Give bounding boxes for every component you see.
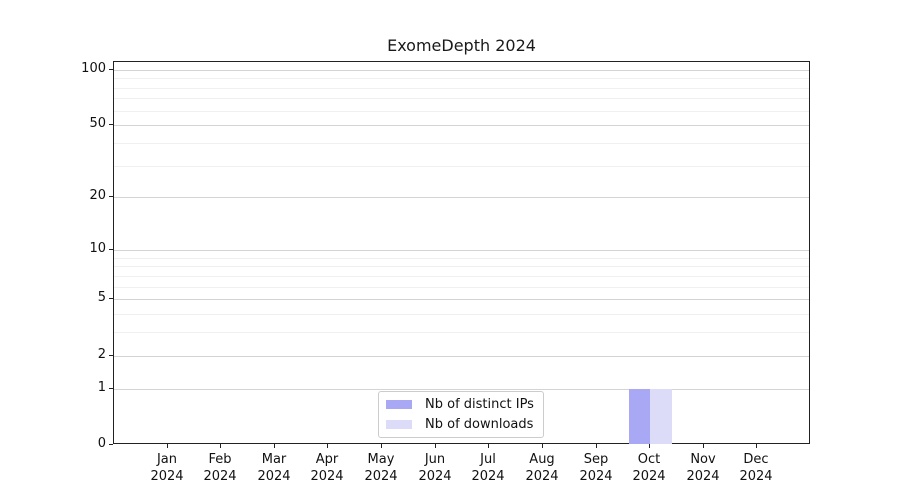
x-tick-mark [596,444,597,448]
y-tick-mark [109,444,113,445]
x-tick-mark [435,444,436,448]
gridline-major [114,125,809,126]
x-tick-mark [488,444,489,448]
x-tick-mark [649,444,650,448]
gridline-minor [114,88,809,89]
gridline-minor [114,166,809,167]
legend-item-distinct-ips: Nb of distinct IPs [386,397,534,412]
y-tick-label: 10 [89,241,106,256]
chart-title: ExomeDepth 2024 [387,36,536,55]
gridline-major [114,389,809,390]
y-tick-label: 20 [89,188,106,203]
y-tick-mark [109,388,113,389]
gridline-major [114,197,809,198]
y-tick-label: 1 [97,380,106,395]
gridline-major [114,250,809,251]
gridline-minor [114,258,809,259]
x-tick-mark [274,444,275,448]
x-tick-label: Mar 2024 [257,452,291,484]
x-tick-mark [703,444,704,448]
x-tick-label: May 2024 [364,452,398,484]
x-tick-label: Jun 2024 [418,452,452,484]
gridline-minor [114,111,809,112]
y-tick-mark [109,249,113,250]
x-tick-label: Jan 2024 [150,452,184,484]
y-tick-mark [109,124,113,125]
legend-label-downloads: Nb of downloads [425,417,534,432]
x-tick-mark [167,444,168,448]
bar-distinct-ips [628,388,651,444]
y-tick-label: 2 [97,347,106,362]
x-tick-mark [327,444,328,448]
x-tick-label: Aug 2024 [525,452,559,484]
legend-item-downloads: Nb of downloads [386,417,534,432]
x-tick-label: Feb 2024 [203,452,237,484]
y-tick-label: 100 [81,61,106,76]
x-tick-mark [542,444,543,448]
x-tick-mark [381,444,382,448]
gridline-major [114,299,809,300]
x-tick-label: Nov 2024 [686,452,720,484]
legend-label-distinct-ips: Nb of distinct IPs [425,397,534,412]
y-tick-label: 50 [89,116,106,131]
gridline-minor [114,314,809,315]
x-tick-label: Oct 2024 [632,452,666,484]
y-tick-mark [109,355,113,356]
gridline-major [114,70,809,71]
bar-downloads [650,388,672,444]
x-tick-label: Jul 2024 [471,452,505,484]
y-tick-label: 0 [97,436,106,451]
gridline-minor [114,143,809,144]
y-tick-mark [109,298,113,299]
gridline-minor [114,78,809,79]
legend: Nb of distinct IPs Nb of downloads [378,391,544,438]
legend-swatch-downloads-icon [386,420,412,429]
x-tick-mark [756,444,757,448]
x-tick-label: Apr 2024 [310,452,344,484]
x-tick-mark [220,444,221,448]
gridline-minor [114,332,809,333]
y-tick-mark [109,196,113,197]
gridline-minor [114,287,809,288]
y-tick-label: 5 [97,290,106,305]
legend-swatch-distinct-ips-icon [386,400,412,409]
y-tick-mark [109,69,113,70]
gridline-major [114,356,809,357]
gridline-minor [114,276,809,277]
gridline-minor [114,266,809,267]
plot-area [113,61,810,444]
gridline-minor [114,98,809,99]
x-tick-label: Sep 2024 [579,452,613,484]
x-tick-label: Dec 2024 [739,452,773,484]
